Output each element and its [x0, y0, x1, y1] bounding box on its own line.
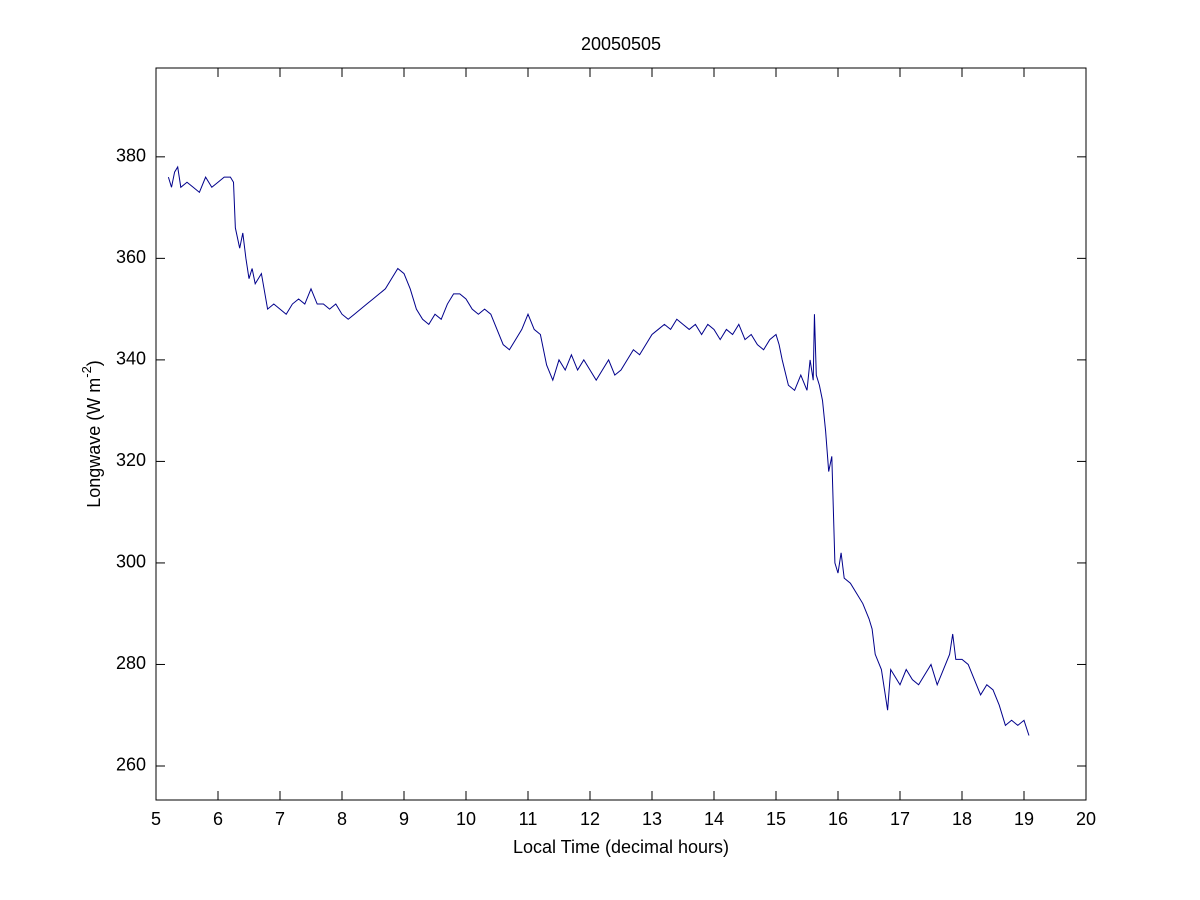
x-tick-label: 17 — [890, 809, 910, 829]
x-tick-label: 12 — [580, 809, 600, 829]
x-tick-label: 10 — [456, 809, 476, 829]
x-tick-label: 9 — [399, 809, 409, 829]
x-axis-label: Local Time (decimal hours) — [513, 837, 729, 857]
x-tick-label: 15 — [766, 809, 786, 829]
x-tick-label: 13 — [642, 809, 662, 829]
y-tick-label: 360 — [116, 247, 146, 267]
x-tick-label: 20 — [1076, 809, 1096, 829]
y-tick-label: 380 — [116, 146, 146, 166]
x-tick-label: 18 — [952, 809, 972, 829]
x-tick-label: 16 — [828, 809, 848, 829]
y-axis-label-text: ) — [84, 360, 104, 366]
x-tick-label: 5 — [151, 809, 161, 829]
y-tick-label: 260 — [116, 755, 146, 775]
y-tick-label: 320 — [116, 450, 146, 470]
y-axis-label-text: Longwave (W m — [84, 378, 104, 508]
x-tick-label: 19 — [1014, 809, 1034, 829]
y-axis-label: Longwave (W m-2) — [79, 360, 103, 508]
plot-frame — [155, 67, 1087, 801]
x-tick-label: 11 — [519, 809, 538, 829]
data-line — [167, 165, 1030, 736]
x-tick-label: 6 — [213, 809, 223, 829]
x-tick-label: 14 — [704, 809, 724, 829]
y-axis-label-superscript: -2 — [79, 366, 94, 378]
chart-title: 20050505 — [581, 34, 661, 54]
x-tick-label: 7 — [275, 809, 285, 829]
y-tick-label: 280 — [116, 653, 146, 673]
x-tick-label: 8 — [337, 809, 347, 829]
y-tick-label: 300 — [116, 552, 146, 572]
y-tick-label: 340 — [116, 349, 146, 369]
